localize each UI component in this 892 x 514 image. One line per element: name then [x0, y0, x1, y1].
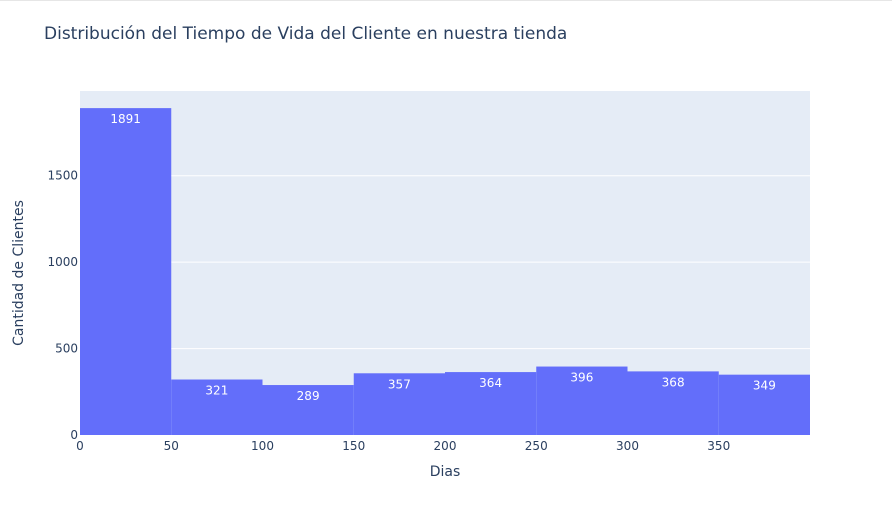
x-tick-label: 50	[164, 439, 179, 453]
bar-value-label: 357	[388, 377, 411, 391]
bar	[262, 385, 354, 435]
bar	[171, 379, 263, 435]
bar-value-label: 321	[205, 384, 228, 398]
bar-value-label: 289	[297, 389, 320, 403]
bar-value-label: 1891	[110, 112, 141, 126]
bar-labels: 1891 321 289 357 364 396 368 349	[110, 112, 775, 403]
bar	[353, 373, 445, 435]
x-tick-label: 300	[616, 439, 639, 453]
y-tick-label: 500	[55, 342, 78, 356]
grid-lines	[80, 175, 810, 350]
y-axis-title: Cantidad de Clientes	[11, 200, 27, 346]
y-tick-label: 1000	[47, 255, 78, 269]
bar	[445, 372, 537, 435]
y-tick-label: 0	[70, 428, 78, 442]
bar-value-label: 396	[570, 371, 593, 385]
bar-value-label: 368	[662, 375, 685, 389]
x-axis-title: Dias	[430, 464, 461, 480]
y-tick-label: 1500	[47, 169, 78, 183]
top-border	[0, 0, 892, 1]
bar	[627, 371, 719, 435]
bars	[80, 108, 810, 435]
x-tick-label: 350	[707, 439, 730, 453]
x-tick-label: 0	[76, 439, 84, 453]
bar-value-label: 364	[479, 376, 502, 390]
bar	[536, 366, 628, 435]
x-tick-label: 200	[434, 439, 457, 453]
x-tick-label: 250	[525, 439, 548, 453]
bar-value-label: 349	[753, 379, 776, 393]
x-tick-labels: 0 50 100 150 200 250 300 350	[76, 439, 730, 453]
y-tick-labels: 0 500 1000 1500	[47, 169, 78, 442]
bar	[718, 374, 810, 435]
x-tick-label: 150	[342, 439, 365, 453]
chart-title: Distribución del Tiempo de Vida del Clie…	[44, 24, 568, 44]
bar	[80, 108, 172, 435]
x-tick-label: 100	[251, 439, 274, 453]
